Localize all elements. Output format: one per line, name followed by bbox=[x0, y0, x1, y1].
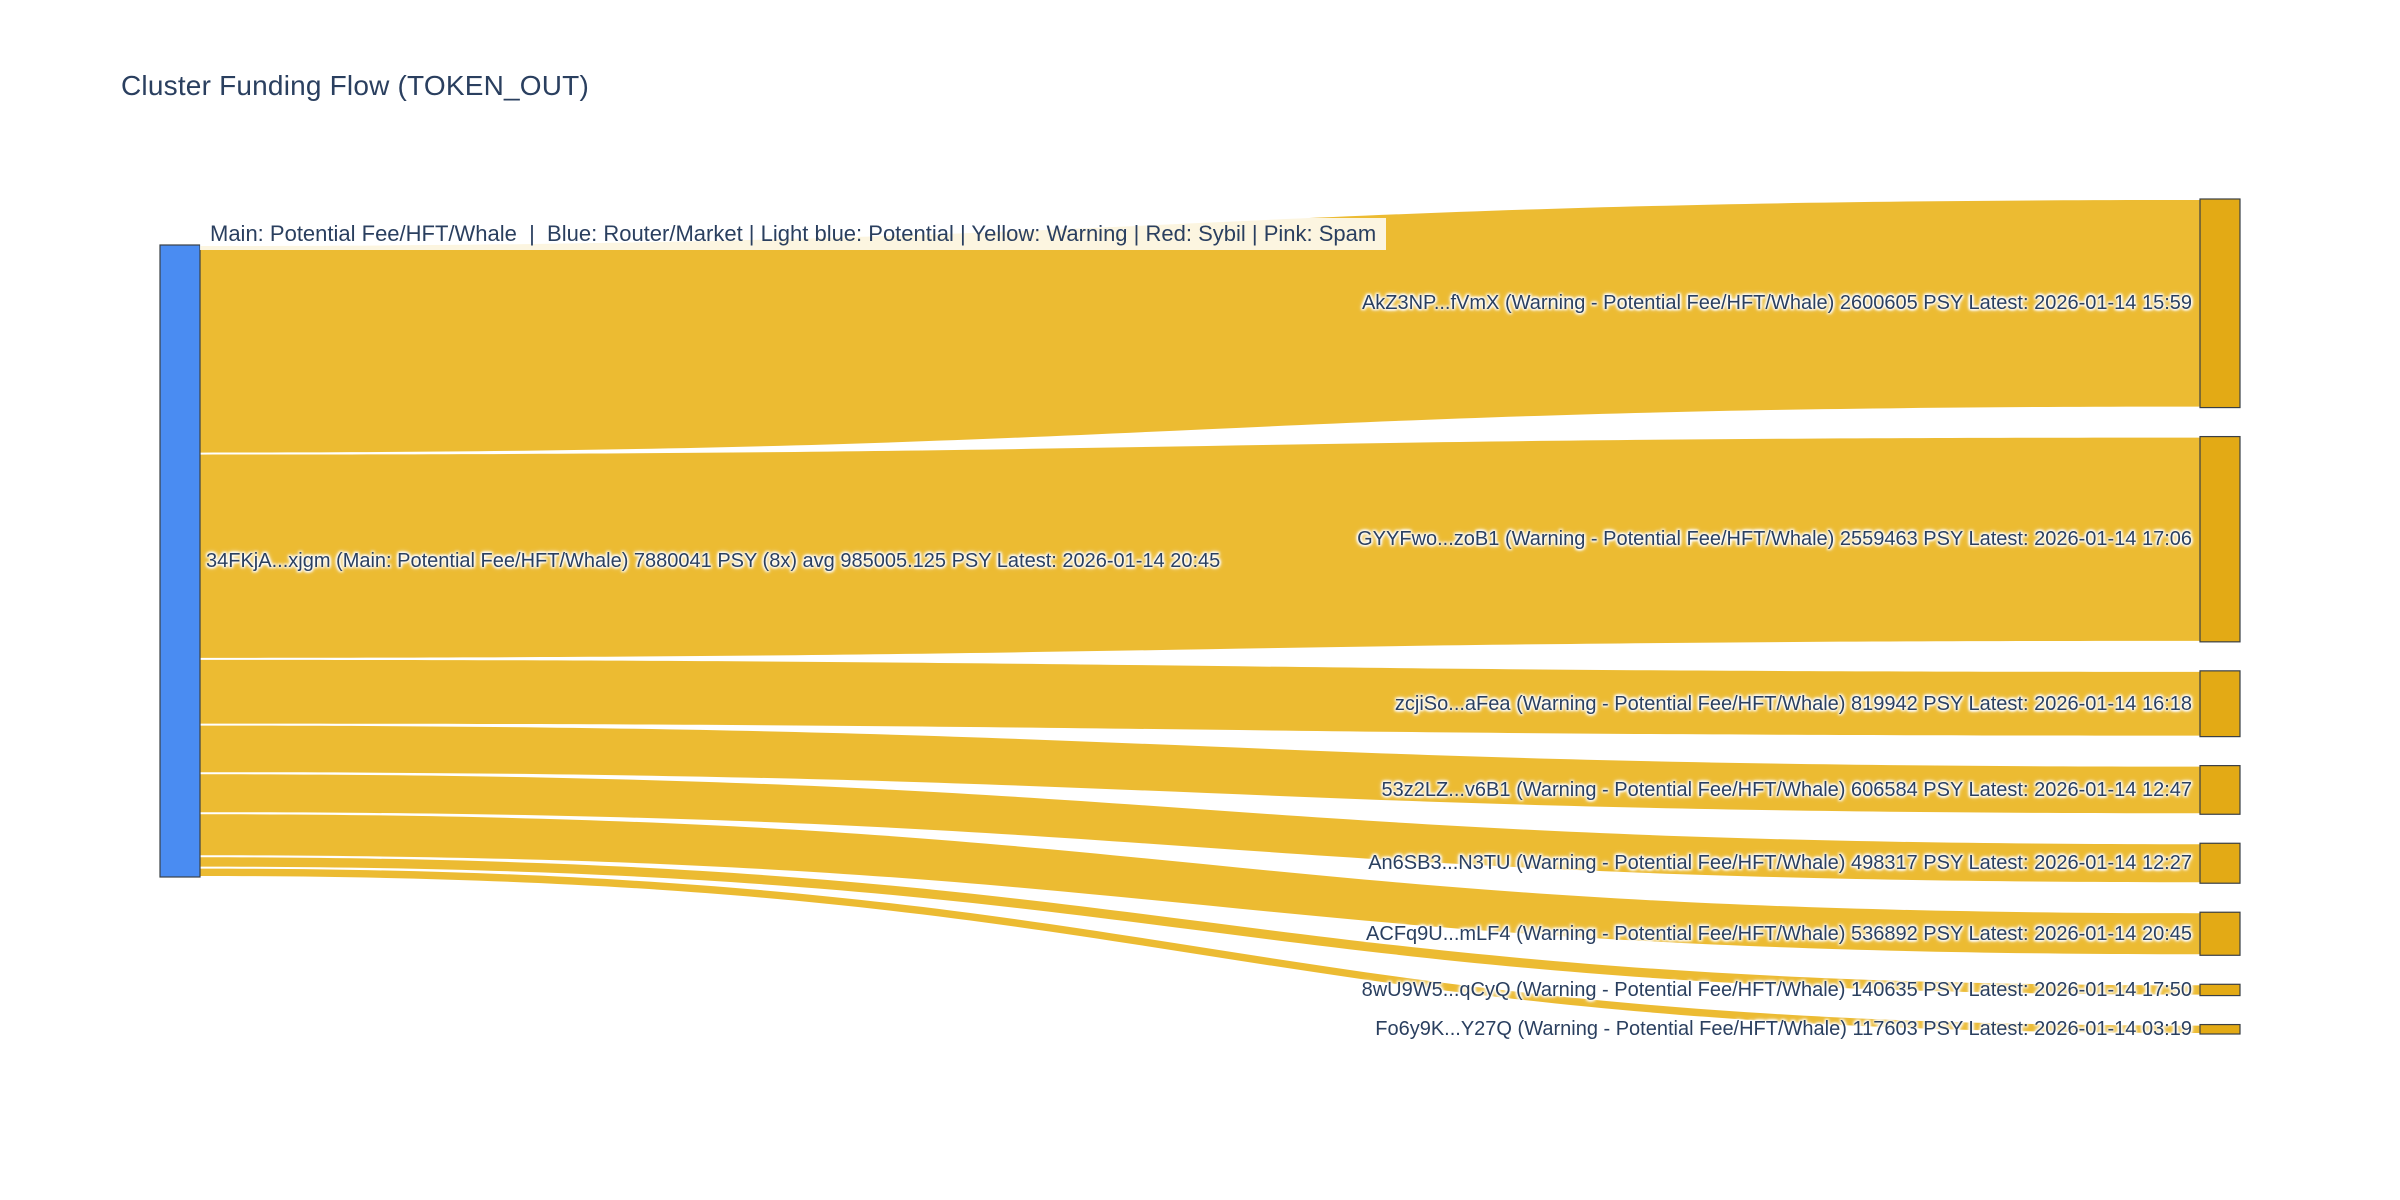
sankey-link[interactable] bbox=[200, 774, 2200, 883]
target-node[interactable] bbox=[2199, 435, 2241, 643]
target-node[interactable] bbox=[2199, 911, 2241, 956]
sankey-link[interactable] bbox=[200, 857, 2200, 995]
target-node[interactable] bbox=[2199, 842, 2241, 884]
sankey-link[interactable] bbox=[200, 437, 2200, 658]
source-node[interactable] bbox=[159, 244, 201, 878]
sankey-link[interactable] bbox=[200, 200, 2200, 453]
target-node[interactable] bbox=[2199, 983, 2241, 997]
sankey-link[interactable] bbox=[200, 659, 2200, 736]
sankey-link[interactable] bbox=[200, 814, 2200, 955]
sankey-link[interactable] bbox=[200, 725, 2200, 814]
sankey-link[interactable] bbox=[200, 868, 2200, 1033]
target-node[interactable] bbox=[2199, 1023, 2241, 1035]
target-node[interactable] bbox=[2199, 670, 2241, 738]
color-legend-annotation: Main: Potential Fee/HFT/Whale | Blue: Ro… bbox=[200, 218, 1387, 250]
page-title: Cluster Funding Flow (TOKEN_OUT) bbox=[121, 70, 590, 101]
target-node[interactable] bbox=[2199, 765, 2241, 815]
target-node[interactable] bbox=[2199, 198, 2241, 409]
